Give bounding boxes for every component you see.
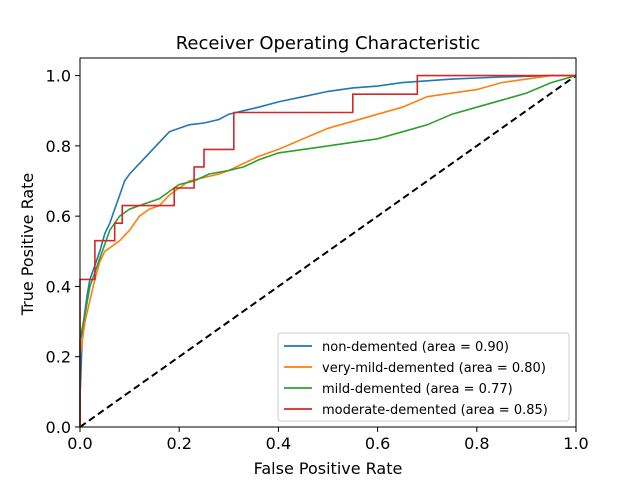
plot-frame [79, 57, 577, 428]
y-tick-label: 0.6 [46, 207, 71, 226]
x-tick-label: 0.6 [365, 434, 390, 453]
series-line-2 [79, 74, 576, 427]
diagonal-reference-line [79, 74, 577, 428]
plot-area [79, 74, 577, 428]
x-axis-title: False Positive Rate [254, 459, 403, 478]
x-tick-label: 0.4 [266, 434, 291, 453]
y-tick-label: 1.0 [46, 67, 71, 86]
legend-entry: very-mild-demented (area = 0.80) [322, 361, 546, 376]
x-tick-label: 1.0 [563, 434, 588, 453]
y-tick-label: 0.2 [46, 348, 71, 367]
y-axis-ticks: 0.0 0.2 0.4 0.6 0.8 1.0 [46, 67, 80, 437]
legend-entry: mild-demented (area = 0.77) [322, 382, 513, 397]
legend-box [277, 332, 570, 422]
legend: non-demented (area = 0.90) very-mild-deme… [277, 332, 570, 422]
y-tick-label: 0.8 [46, 137, 71, 156]
chart-title: Receiver Operating Characteristic [176, 33, 481, 54]
series-line-4 [79, 74, 576, 427]
x-tick-label: 0.0 [67, 434, 92, 453]
series-line-3 [79, 74, 577, 427]
y-axis-title: True Positive Rate [18, 173, 37, 317]
y-tick-label: 0.0 [46, 418, 71, 437]
legend-entry: moderate-demented (area = 0.85) [322, 403, 548, 418]
x-tick-label: 0.8 [464, 434, 489, 453]
legend-entry: non-demented (area = 0.90) [322, 340, 509, 355]
series-line-1 [79, 74, 576, 427]
x-axis-ticks: 0.0 0.2 0.4 0.6 0.8 1.0 [67, 427, 589, 453]
y-tick-label: 0.4 [46, 277, 71, 296]
x-tick-label: 0.2 [166, 434, 191, 453]
